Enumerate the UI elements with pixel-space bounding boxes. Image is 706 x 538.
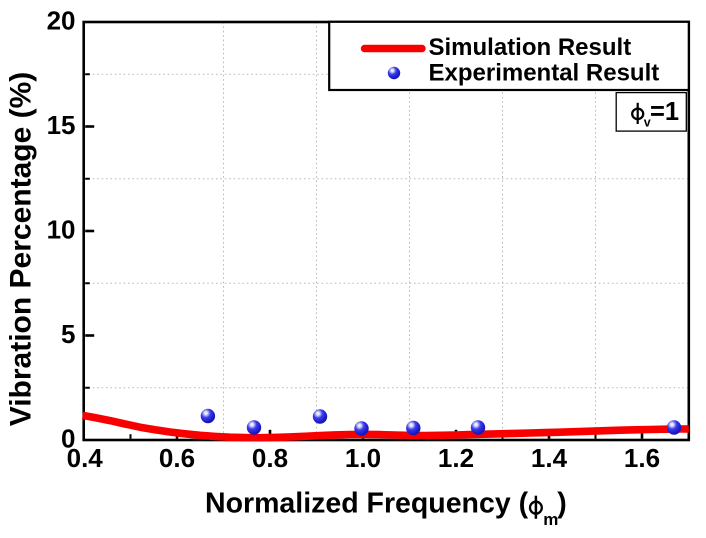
svg-text:1.2: 1.2 — [438, 443, 474, 473]
svg-text:5: 5 — [61, 319, 75, 349]
svg-text:): ) — [557, 488, 567, 520]
svg-text:1.4: 1.4 — [531, 443, 568, 473]
svg-text:Normalized Frequency (: Normalized Frequency ( — [205, 488, 529, 520]
svg-text:20: 20 — [47, 6, 76, 36]
svg-text:Vibration Percentage (%): Vibration Percentage (%) — [5, 72, 38, 427]
svg-text:1.6: 1.6 — [624, 443, 660, 473]
svg-text:0.4: 0.4 — [67, 443, 104, 473]
svg-text:0: 0 — [61, 424, 75, 454]
svg-text:Experimental Result: Experimental Result — [429, 60, 660, 87]
svg-text:m: m — [543, 510, 558, 529]
svg-text:0.6: 0.6 — [159, 443, 195, 473]
svg-text:0.8: 0.8 — [252, 443, 288, 473]
svg-text:Simulation Result: Simulation Result — [429, 34, 632, 61]
svg-text:10: 10 — [47, 215, 76, 245]
svg-text:15: 15 — [47, 110, 76, 140]
svg-text:v: v — [644, 116, 651, 130]
svg-text:=1: =1 — [650, 98, 679, 126]
svg-text:1.0: 1.0 — [345, 443, 381, 473]
